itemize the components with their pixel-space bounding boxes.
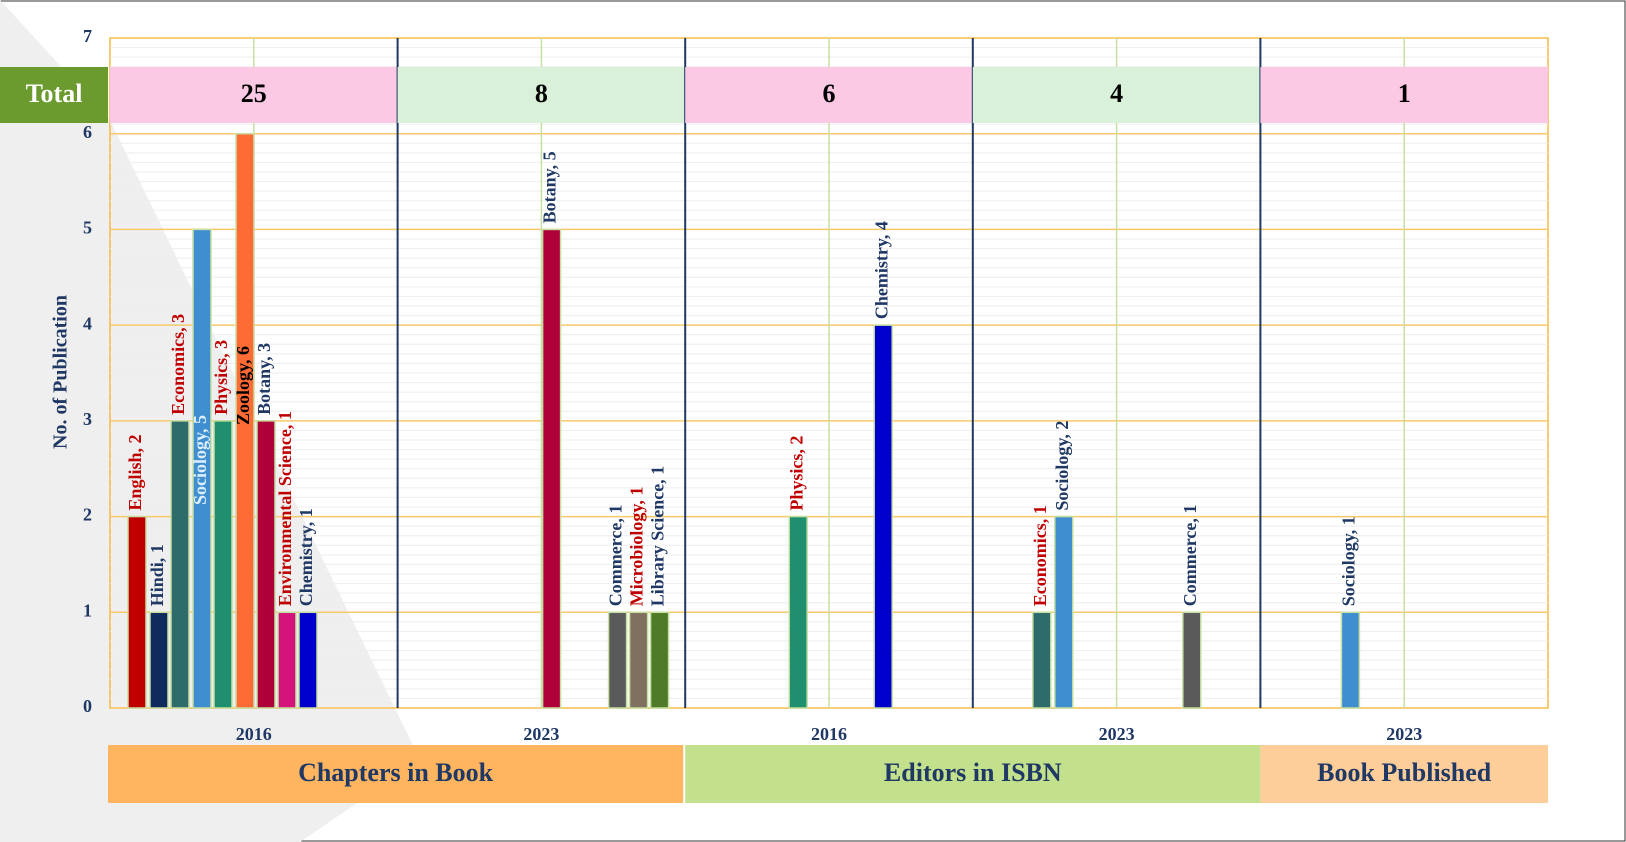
bar [630,612,648,708]
data-label: Chemistry, 4 [871,221,891,319]
total-value: 4 [1110,79,1123,108]
page: {"chart_data": { "type": "bar", "y_label… [0,0,1626,842]
year-label: 2023 [1386,724,1422,744]
data-label: Sociology, 5 [190,415,210,505]
data-label: Chemistry, 1 [296,508,316,606]
data-label: Commerce, 1 [606,505,626,607]
bar [609,612,627,708]
y-tick-label: 1 [83,600,92,620]
group-label: Editors in ISBN [884,758,1062,787]
bar [651,612,669,708]
y-tick-label: 5 [83,218,92,238]
bar [1341,612,1359,708]
group-label: Chapters in Book [298,758,494,787]
bar [1033,612,1051,708]
bar [1183,612,1201,708]
total-value: 25 [241,79,267,108]
y-tick-label: 3 [83,409,92,429]
bar [1055,517,1073,708]
bar [214,421,232,708]
total-value: 8 [535,79,548,108]
data-label: Economics, 1 [1030,505,1050,606]
bar [874,325,892,708]
bar [299,612,317,708]
year-label: 2016 [811,724,847,744]
group-label: Book Published [1317,758,1492,787]
data-label: Physics, 2 [786,436,806,511]
y-tick-label: 6 [83,122,92,142]
data-label: Physics, 3 [211,340,231,415]
total-label: Total [26,79,83,108]
y-axis-title: No. of Publication [50,295,72,449]
y-tick-label: 2 [83,505,92,525]
data-label: Environmental Science, 1 [275,411,295,606]
bar [278,612,296,708]
data-label: Zoology, 6 [233,346,253,425]
chart: No. of Publication 0 1 2 3 4 5 6 7 25 2016 English… [0,0,1626,842]
year-label: 2023 [523,724,559,744]
bar [257,421,275,708]
data-label: English, 2 [125,435,145,511]
y-tick-label: 0 [83,696,92,716]
y-tick-label: 7 [83,26,92,46]
data-label: Economics, 3 [168,314,188,415]
year-label: 2016 [236,724,272,744]
data-label: Sociology, 1 [1339,516,1359,606]
bar [128,517,146,708]
bar [150,612,168,708]
bar [789,517,807,708]
bar [543,229,561,708]
total-value: 1 [1398,79,1411,108]
data-label: Sociology, 2 [1052,421,1072,511]
y-tick-label: 4 [83,313,92,333]
data-label: Microbiology, 1 [627,487,647,607]
data-label: Commerce, 1 [1180,505,1200,607]
data-label: Botany, 5 [540,151,560,223]
data-label: Library Science, 1 [648,466,668,606]
year-label: 2023 [1099,724,1135,744]
data-label: Hindi, 1 [147,544,167,606]
total-value: 6 [823,79,836,108]
data-label: Botany, 3 [254,343,274,415]
bar [171,421,189,708]
